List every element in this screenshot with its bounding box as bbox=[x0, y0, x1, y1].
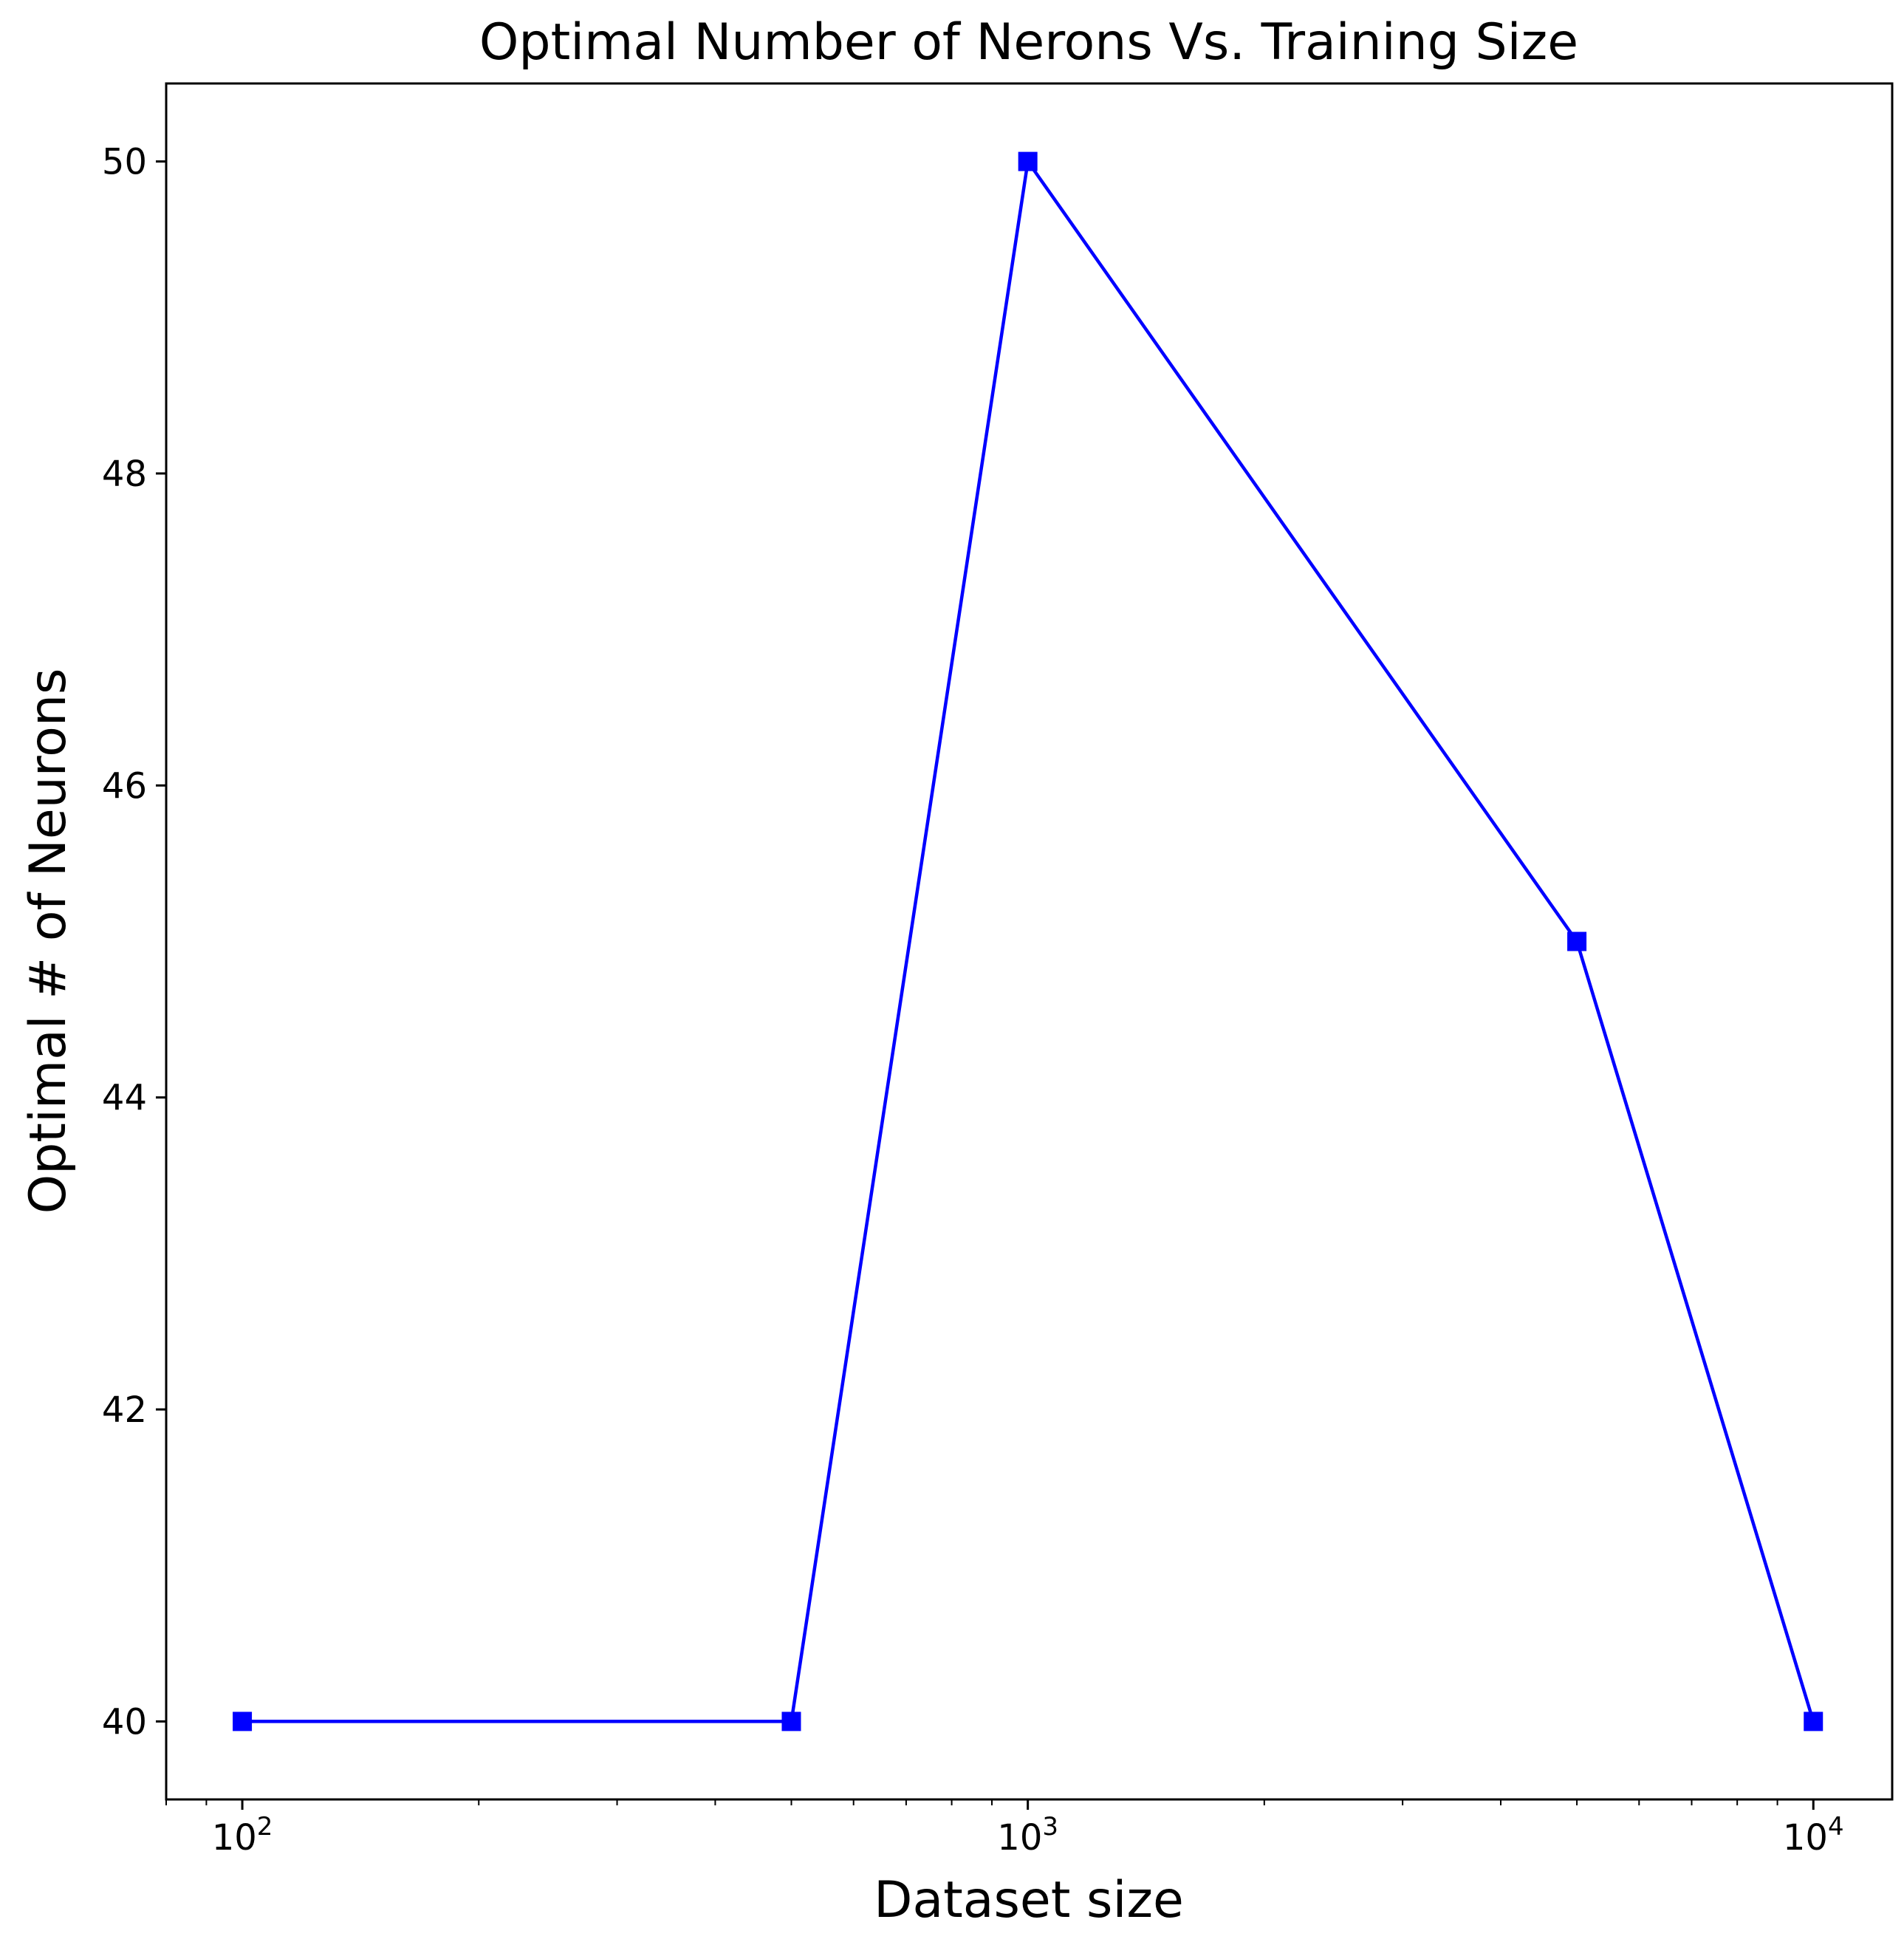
plot-area: 40 42 44 46 48 50 102 103 104 bbox=[102, 142, 1844, 1859]
x-axis-label: Dataset size bbox=[874, 1871, 1184, 1929]
y-tick-label: 50 bbox=[102, 142, 147, 183]
data-point bbox=[1018, 151, 1038, 171]
x-tick-label: 102 bbox=[212, 1812, 273, 1859]
data-point bbox=[1804, 1712, 1823, 1731]
y-tick-label: 44 bbox=[102, 1078, 147, 1119]
data-point bbox=[233, 1712, 253, 1731]
axes-frame bbox=[165, 82, 1894, 1801]
y-tick-label: 40 bbox=[102, 1701, 147, 1743]
y-tick-label: 46 bbox=[102, 765, 147, 807]
y-axis-label: Optimal # of Neurons bbox=[19, 669, 78, 1214]
data-point bbox=[781, 1712, 801, 1731]
x-tick-label: 103 bbox=[997, 1812, 1058, 1859]
data-point bbox=[1567, 931, 1587, 951]
chart-title: Optimal Number of Nerons Vs. Training Si… bbox=[479, 13, 1578, 72]
y-tick-label: 48 bbox=[102, 454, 147, 495]
y-tick-label: 42 bbox=[102, 1389, 147, 1431]
x-tick-label: 104 bbox=[1783, 1812, 1844, 1859]
